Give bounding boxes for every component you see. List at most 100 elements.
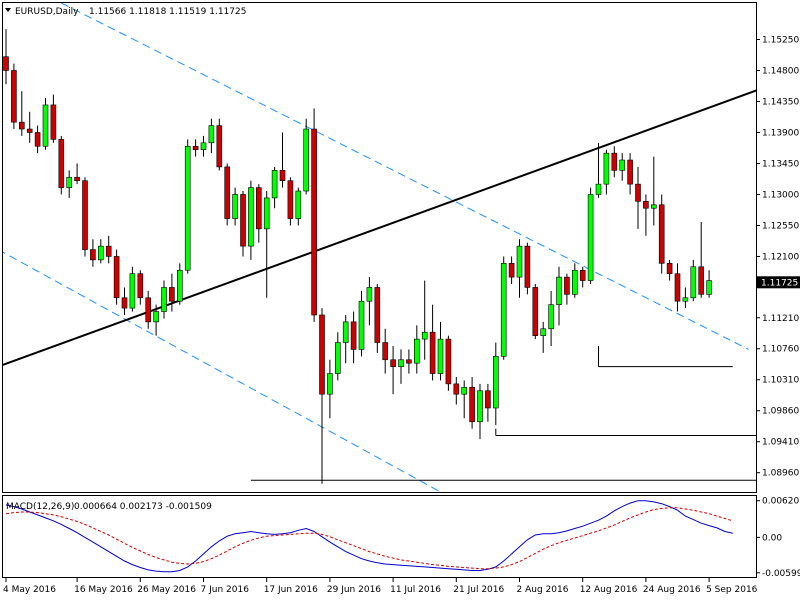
candle-body-bull (303, 128, 310, 192)
candle (113, 249, 120, 305)
candle-body-bull (208, 125, 215, 144)
date-axis-label: 24 Aug 2016 (643, 585, 701, 595)
candle-body-bull (248, 187, 254, 247)
candle-body-bull (516, 245, 523, 278)
candle (342, 314, 349, 364)
candle-body-bull (571, 269, 578, 295)
candle-body-bull (161, 287, 167, 312)
candle-body-bear (469, 387, 475, 423)
date-axis-label: 29 Jun 2016 (327, 585, 381, 595)
candle (319, 308, 325, 484)
macd-axis-label: -0.00599 (762, 569, 800, 579)
candle (26, 111, 33, 143)
candle (192, 139, 199, 157)
candle (287, 177, 294, 226)
macd-header: MACD(12,26,9) 0.000664 0.002173 -0.00150… (6, 502, 212, 512)
candle-body-bull (200, 142, 207, 151)
candle-body-bear (382, 342, 389, 361)
candle (627, 153, 633, 195)
price-axis-label: 1.14350 (762, 97, 799, 107)
candle (643, 194, 649, 236)
candle-body-bull (690, 266, 697, 299)
price-plot (3, 3, 756, 492)
candle (263, 191, 270, 298)
candle-body-bull (500, 263, 507, 357)
candle-body-bull (619, 159, 626, 171)
candle (129, 266, 136, 312)
candle-body-bear (18, 121, 25, 130)
candle-body-bear (445, 338, 452, 385)
candle-body-bear (485, 390, 491, 409)
channel-lower-line (3, 251, 441, 492)
axes: 1.15250 1.14800 1.14350 1.13900 1.13450 1.130… (3, 36, 800, 595)
candle-body-bear (34, 132, 41, 147)
date-axis-label: 11 Jul 2016 (390, 585, 441, 595)
candle (485, 383, 491, 422)
candle (532, 284, 539, 340)
dropdown-triangle-icon[interactable] (5, 8, 11, 12)
candle (548, 290, 554, 346)
candle-body-bear (564, 276, 570, 295)
date-axis-label: 7 Jun 2016 (201, 585, 250, 595)
candle-body-bear (611, 152, 618, 171)
candle-body-bear (698, 266, 705, 295)
candle (666, 259, 673, 281)
price-axis-label: 1.13450 (762, 159, 799, 169)
candle (540, 321, 547, 353)
symbol-label: EURUSD,Daily (15, 7, 79, 17)
candle-body-bull (334, 342, 341, 374)
macd-panel-frame (2, 495, 757, 578)
candle-body-bull (548, 304, 554, 330)
candle-body-bull (706, 280, 712, 295)
candle (469, 376, 475, 429)
candle (224, 163, 230, 226)
macd-axis-label: 0.00 (762, 533, 782, 543)
candle (82, 177, 88, 257)
candle (161, 280, 167, 319)
candle (619, 153, 626, 181)
candle-body-bear (666, 263, 673, 274)
date-axis-label: 17 Jun 2016 (264, 585, 318, 595)
candle (564, 273, 570, 305)
candle (556, 266, 562, 326)
candle-body-bull (295, 190, 302, 219)
candle-body-bear (524, 245, 531, 288)
date-axis-label: 5 Sep 2016 (706, 585, 758, 595)
candle (413, 325, 420, 374)
candle (350, 311, 357, 364)
candle (90, 239, 96, 267)
candle-body-bear (11, 70, 17, 123)
candle (706, 270, 712, 298)
candle-body-bull (177, 269, 183, 302)
candle-body-bear (627, 159, 633, 185)
candle (674, 263, 681, 312)
candle-body-bull (477, 390, 483, 423)
candle-body-bull (327, 373, 333, 395)
price-axis-label: 1.09410 (762, 438, 799, 448)
candle-body-bull (682, 297, 689, 302)
price-axis-label: 1.13900 (762, 128, 799, 138)
candle-body-bear (90, 249, 96, 261)
candle (74, 163, 80, 185)
candle (461, 380, 468, 419)
candle (595, 142, 602, 198)
candle (295, 187, 302, 226)
candle-body-bear (658, 204, 665, 264)
candle (524, 242, 531, 295)
candle (374, 284, 381, 353)
price-axis-label: 1.14800 (762, 66, 799, 76)
candle-body-bull (358, 300, 365, 350)
candle-body-bear (137, 273, 144, 299)
candle (153, 304, 159, 336)
candle-body-bear (3, 56, 9, 71)
candle (334, 332, 341, 381)
candle (121, 287, 128, 315)
candle (603, 149, 610, 195)
candle (50, 94, 57, 143)
price-panel-frame (2, 2, 757, 493)
candle-body-bear (216, 125, 223, 168)
candle-body-bull (66, 176, 72, 188)
candle (698, 222, 705, 298)
candle (516, 239, 523, 298)
